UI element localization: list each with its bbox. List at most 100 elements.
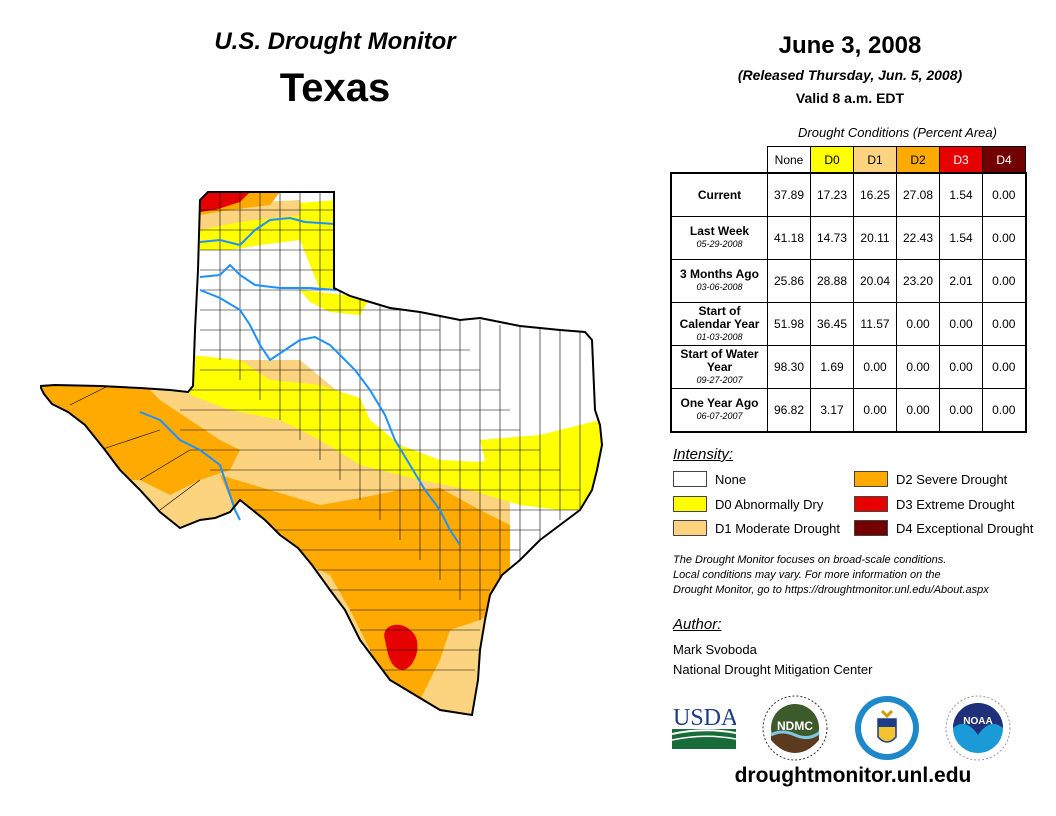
table-row-one-year-ago: One Year Ago 06-07-2007 96.82 3.17 0.00 0… [670,388,1027,433]
value-cell: 1.54 [939,172,983,217]
region-d3-south [384,624,418,670]
region-d3-panhandle [200,192,250,212]
value-cell: 20.11 [853,216,897,260]
note-line: Drought Monitor, go to https://droughtmo… [673,584,989,596]
row-label: Start of Calendar Year [679,303,760,331]
value-cell: 0.00 [939,388,983,433]
row-date: 05-29-2008 [696,239,743,249]
value-cell: 0.00 [982,216,1027,260]
map-date: June 3, 2008 [778,32,922,59]
legend-label: None [715,471,747,487]
table-caption: Drought Conditions (Percent Area) [798,125,997,140]
table-header-row: None D0 D1 D2 D3 D4 [671,146,1026,174]
usda-logo: USDA [671,703,739,749]
value-cell: 0.00 [896,388,940,433]
value-cell: 0.00 [982,172,1027,217]
col-header-d1: D1 [853,146,897,174]
region-d2-west [40,380,240,500]
value-cell: 37.89 [767,172,811,217]
region-d0-east [480,420,602,500]
row-date: 01-03-2008 [696,331,743,342]
region-d2-south [220,475,510,700]
value-cell: 96.82 [767,388,811,433]
row-label: One Year Ago [680,396,759,410]
red-river-prairie-dog [199,263,337,291]
value-cell: 0.00 [982,259,1027,303]
row-date: 09-27-2007 [696,374,743,385]
row-label: Current [697,187,742,202]
col-header-d0: D0 [810,146,854,174]
website-url[interactable]: droughtmonitor.unl.edu [734,764,972,787]
legend-label: D4 Exceptional Drought [896,520,1034,536]
ndmc-logo: NDMC [762,695,828,761]
value-cell: 23.20 [896,259,940,303]
value-cell: 0.00 [939,302,983,346]
row-label: 3 Months Ago [680,267,759,281]
legend-swatch [854,496,888,512]
disclaimer-note: The Drought Monitor focuses on broad-sca… [673,553,989,598]
row-label: Last Week [689,224,750,238]
value-cell: 98.30 [767,345,811,389]
brazos-river [199,289,461,546]
table-row-start-water-year: Start of Water Year 09-27-2007 98.30 1.69… [670,345,1027,389]
table-row-current: Current 37.89 17.23 16.25 27.08 1.54 0.0… [670,172,1027,217]
row-label: Start of Water Year [680,346,759,374]
legend-item-d1: D1 Moderate Drought [673,520,840,536]
value-cell: 17.23 [810,172,854,217]
legend-item-d3: D3 Extreme Drought [854,496,1015,512]
texas-drought-map [40,191,603,716]
value-cell: 20.04 [853,259,897,303]
value-cell: 2.01 [939,259,983,303]
row-date: 03-06-2008 [696,282,743,292]
value-cell: 22.43 [896,216,940,260]
state-title: Texas [279,66,391,110]
table-row-last-week: Last Week 05-29-2008 41.18 14.73 20.11 22… [670,216,1027,260]
valid-time: Valid 8 a.m. EDT [795,90,905,106]
value-cell: 0.00 [853,345,897,389]
value-cell: 14.73 [810,216,854,260]
col-header-none: None [767,146,811,174]
value-cell: 41.18 [767,216,811,260]
row-date: 06-07-2007 [696,411,743,421]
rio-grande [139,411,241,521]
value-cell: 0.00 [939,345,983,389]
ndmc-text: NDMC [777,719,813,733]
value-cell: 0.00 [896,345,940,389]
legend-swatch [854,471,888,487]
legend-swatch [854,520,888,536]
col-header-d3: D3 [939,146,983,174]
legend-item-d4: D4 Exceptional Drought [854,520,1033,536]
author-org: National Drought Mitigation Center [673,662,873,677]
noaa-text: NOAA [963,716,992,727]
rivers [139,216,461,546]
note-line: Local conditions may vary. For more info… [673,569,941,581]
value-cell: 0.00 [896,302,940,346]
legend-heading: Intensity: [673,446,734,463]
value-cell: 0.00 [853,388,897,433]
value-cell: 36.45 [810,302,854,346]
col-header-d4: D4 [982,146,1026,174]
author-block: Mark Svoboda National Drought Mitigation… [673,640,872,680]
legend-item-none: None [673,471,746,487]
legend-item-d2: D2 Severe Drought [854,471,1007,487]
legend-label: D0 Abnormally Dry [715,496,824,512]
value-cell: 11.57 [853,302,897,346]
canadian-river [199,216,336,247]
value-cell: 16.25 [853,172,897,217]
release-date: (Released Thursday, Jun. 5, 2008) [737,67,963,83]
value-cell: 25.86 [767,259,811,303]
noaa-logo: NOAA [945,695,1011,761]
usda-text: USDA [673,705,736,731]
table-row-3-months-ago: 3 Months Ago 03-06-2008 25.86 28.88 20.04… [670,259,1027,303]
legend-item-d0: D0 Abnormally Dry [673,496,823,512]
commerce-seal [854,695,920,761]
value-cell: 0.00 [982,302,1027,346]
monitor-title: U.S. Drought Monitor [214,28,456,55]
legend-label: D1 Moderate Drought [715,520,841,536]
value-cell: 1.69 [810,345,854,389]
value-cell: 28.88 [810,259,854,303]
author-heading: Author: [673,616,722,633]
legend-swatch [673,471,707,487]
value-cell: 51.98 [767,302,811,346]
col-header-d2: D2 [896,146,940,174]
